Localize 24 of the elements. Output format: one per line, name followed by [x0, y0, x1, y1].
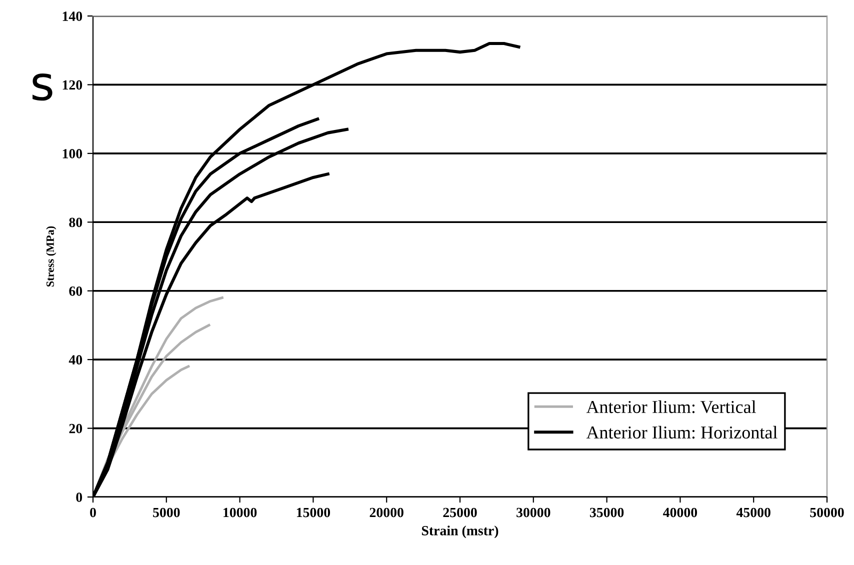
- y-tick-label: 120: [62, 80, 82, 90]
- x-tick-label: 40000: [663, 508, 698, 518]
- x-tick-label: 35000: [590, 508, 624, 518]
- y-tick-label: 100: [62, 149, 82, 158]
- x-tick-label: 45000: [736, 508, 770, 518]
- x-tick-label: 20000: [370, 508, 404, 518]
- x-axis-title: Strain (mstr): [422, 526, 498, 538]
- x-tick-label: 30000: [516, 508, 550, 518]
- y-tick-label: 80: [69, 218, 82, 228]
- y-tick-label: 0: [76, 492, 82, 502]
- x-tick-label: 50000: [810, 508, 844, 518]
- y-tick-label: 20: [69, 424, 82, 434]
- y-tick-label: 60: [69, 286, 82, 296]
- x-tick-label: 15000: [296, 508, 330, 518]
- x-tick-label: 25000: [443, 508, 477, 518]
- x-tick-label: 0: [90, 508, 96, 518]
- text: s: [32, 74, 52, 101]
- y-axis-title: Stress (MPa): [46, 226, 56, 287]
- legend-label: Anterior Ilium: Horizontal: [586, 426, 778, 439]
- y-tick-label: 140: [62, 12, 82, 21]
- legend-label: Anterior Ilium: Vertical: [586, 400, 756, 414]
- x-tick-label: 10000: [224, 508, 257, 518]
- y-tick-label: 40: [68, 355, 82, 365]
- x-tick-label: 5000: [153, 508, 180, 518]
